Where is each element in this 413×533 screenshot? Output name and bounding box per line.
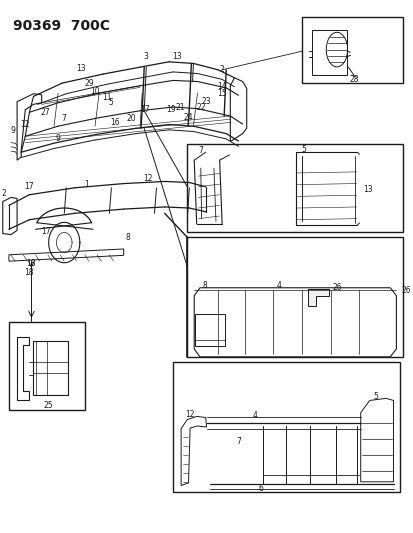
Bar bbox=[194, 314, 225, 346]
Text: 26: 26 bbox=[401, 286, 411, 295]
Text: 90369  700C: 90369 700C bbox=[13, 19, 110, 33]
Text: 25: 25 bbox=[43, 401, 52, 410]
Text: 28: 28 bbox=[349, 75, 358, 84]
Text: 9: 9 bbox=[55, 134, 60, 143]
Bar bbox=[33, 341, 67, 395]
Text: 14: 14 bbox=[217, 82, 226, 91]
Text: 17: 17 bbox=[41, 228, 50, 237]
Text: 18: 18 bbox=[25, 269, 34, 277]
Text: 12: 12 bbox=[21, 119, 30, 128]
Text: 20: 20 bbox=[126, 114, 135, 123]
Text: 15: 15 bbox=[217, 88, 226, 98]
Text: 18: 18 bbox=[26, 260, 36, 268]
Text: 8: 8 bbox=[125, 233, 130, 242]
Text: 16: 16 bbox=[109, 118, 119, 127]
Text: 7: 7 bbox=[62, 114, 66, 123]
Text: 12: 12 bbox=[143, 174, 153, 183]
Text: 13: 13 bbox=[172, 52, 181, 61]
Text: 24: 24 bbox=[183, 113, 193, 122]
Bar bbox=[187, 237, 401, 357]
Text: 27: 27 bbox=[41, 108, 50, 117]
Text: 13: 13 bbox=[76, 64, 85, 73]
Text: 12: 12 bbox=[185, 410, 195, 419]
Text: 5: 5 bbox=[373, 392, 377, 401]
Text: 21: 21 bbox=[175, 102, 184, 111]
Text: 22: 22 bbox=[197, 102, 206, 111]
Text: 4: 4 bbox=[252, 411, 257, 420]
Text: 17: 17 bbox=[140, 105, 150, 114]
Text: 10: 10 bbox=[90, 86, 100, 95]
Polygon shape bbox=[308, 289, 328, 306]
Text: 11: 11 bbox=[102, 93, 111, 102]
Bar bbox=[301, 17, 401, 83]
Text: 9: 9 bbox=[11, 126, 15, 135]
Bar bbox=[311, 30, 347, 75]
Text: 29: 29 bbox=[84, 78, 93, 87]
Bar bbox=[173, 362, 399, 492]
Text: 4: 4 bbox=[276, 280, 281, 289]
Text: 8: 8 bbox=[202, 280, 207, 289]
Text: 7: 7 bbox=[235, 438, 240, 447]
Text: 6: 6 bbox=[258, 484, 263, 493]
Text: 2: 2 bbox=[2, 189, 6, 198]
Bar bbox=[9, 322, 85, 410]
Text: 1: 1 bbox=[84, 180, 89, 189]
Text: 5: 5 bbox=[301, 145, 306, 154]
Text: 23: 23 bbox=[201, 97, 211, 106]
Text: 26: 26 bbox=[331, 283, 341, 292]
Text: 17: 17 bbox=[24, 182, 34, 191]
Text: 7: 7 bbox=[198, 146, 203, 155]
Text: 3: 3 bbox=[143, 52, 148, 61]
Bar bbox=[187, 144, 401, 232]
Text: 19: 19 bbox=[166, 105, 175, 114]
Text: 5: 5 bbox=[108, 98, 113, 107]
Text: 2: 2 bbox=[219, 66, 224, 74]
Text: 13: 13 bbox=[362, 185, 372, 194]
